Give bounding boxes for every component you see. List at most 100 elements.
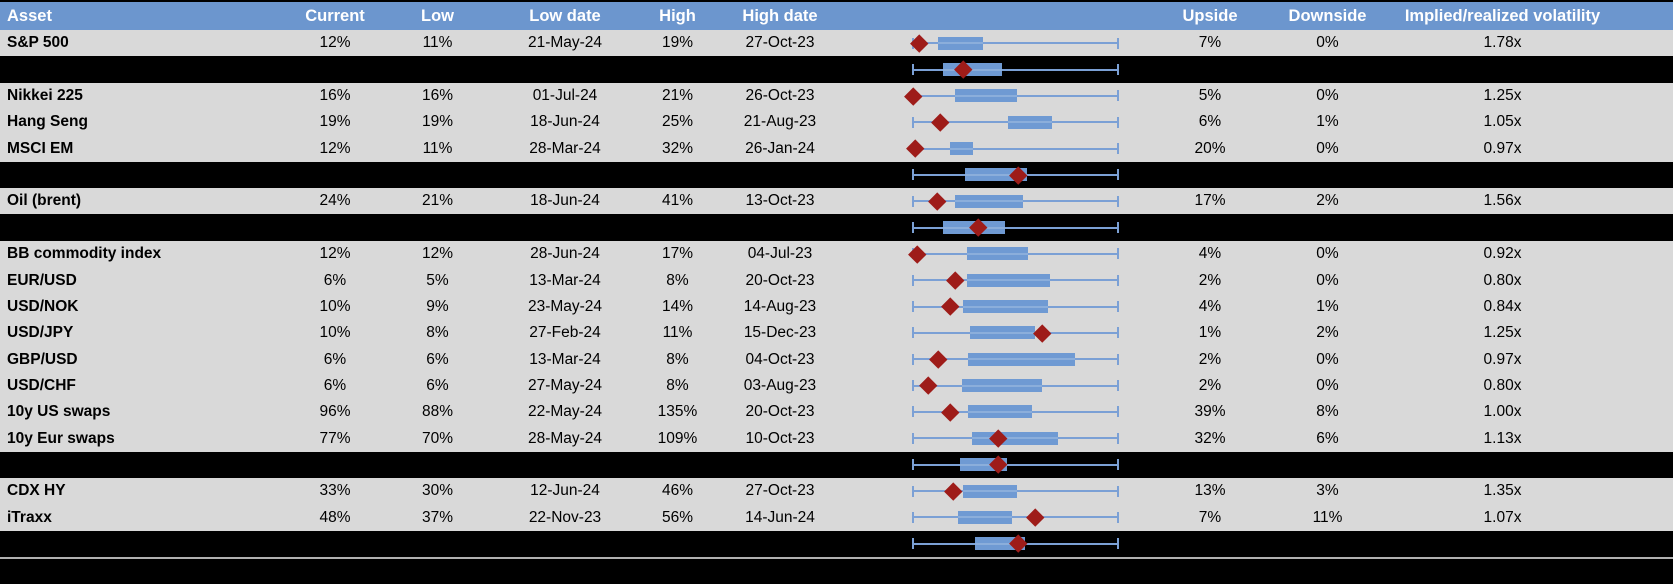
cell-low_date: 22-Nov-23 [528,508,602,526]
whisker-cap-left [912,327,914,339]
table-row: USD/CHF 6% 6% 27-May-24 8% 03-Aug-23 2% 0% 0.80x [0,372,1673,399]
cell-current: 77% [319,429,351,447]
cell-high_date: 26-Jan-24 [745,139,815,157]
table-body: S&P 500 12% 11% 21-May-24 19% 27-Oct-23 7% 0% 1.… [0,30,1673,557]
cell-low_date: 28-Jun-24 [530,245,600,263]
cell-asset: EUR/USD [7,271,77,289]
cell-implied_realized: 1.13x [1483,429,1522,447]
cell-current: 10% [319,297,351,315]
cell-high_date: 20-Oct-23 [745,271,815,289]
interquartile-box [961,379,1042,393]
separator-row [0,214,1673,241]
cell-current: 48% [319,508,351,526]
cell-high_date: 10-Oct-23 [745,429,815,447]
range-boxplot [850,425,1135,451]
cell-high_date: 15-Dec-23 [743,324,817,342]
cell-asset: iTraxx [7,508,52,526]
cell-low_date: 22-May-24 [527,403,603,421]
cell-low: 37% [421,508,454,526]
current-marker-diamond [941,403,959,421]
interquartile-box [949,142,974,156]
cell-downside: 0% [1316,271,1339,289]
column-header-upside: Upside [1182,6,1238,25]
interquartile-box [942,63,1002,77]
cell-upside: 7% [1198,508,1222,526]
cell-low: 30% [421,482,454,500]
interquartile-box [969,326,1035,340]
cell-downside: 2% [1316,192,1339,210]
table-row: 10y Eur swaps 77% 70% 28-May-24 109% 10-Oct-2… [0,425,1673,452]
whisker-cap-left [912,432,914,444]
range-boxplot [850,214,1135,240]
cell-asset: MSCI EM [7,139,74,157]
table-row: 10y US swaps 96% 88% 22-May-24 135% 20-Oct-23… [0,398,1673,426]
cell-high: 8% [666,376,689,394]
interquartile-box [972,431,1058,445]
whisker-cap-left [912,538,914,550]
cell-implied_realized: 0.97x [1483,139,1522,157]
cell-high_date: 14-Jun-24 [745,508,815,526]
cell-high: 19% [661,34,694,52]
cell-current: 6% [323,350,347,368]
current-marker-diamond [946,271,964,290]
cell-asset: Hang Seng [7,113,88,131]
cell-upside: 2% [1198,376,1222,394]
whisker-cap-right [1117,143,1119,155]
cell-high_date: 03-Aug-23 [743,376,817,394]
cell-low_date: 13-Mar-24 [529,350,601,368]
cell-downside: 1% [1316,297,1339,315]
cell-downside: 11% [1312,508,1343,526]
whisker-cap-right [1117,327,1119,339]
cell-implied_realized: 1.56x [1483,192,1522,210]
cell-asset: USD/JPY [7,324,74,342]
cell-implied_realized: 1.07x [1483,508,1522,526]
cell-low: 5% [426,271,449,289]
cell-downside: 0% [1316,376,1339,394]
cell-low: 6% [426,376,449,394]
cell-low_date: 18-Jun-24 [530,113,600,131]
cell-current: 24% [319,192,351,210]
range-boxplot [850,320,1135,346]
column-header-low_date: Low date [529,6,601,25]
cell-low: 16% [421,87,454,105]
cell-high: 41% [661,192,694,210]
cell-high: 8% [666,350,689,368]
cell-high_date: 21-Aug-23 [743,113,817,131]
range-boxplot [850,162,1135,188]
current-marker-diamond [1026,508,1044,527]
whisker-cap-right [1117,222,1119,234]
cell-high_date: 04-Jul-23 [747,245,813,263]
separator-row [0,56,1673,83]
cell-implied_realized: 1.00x [1483,403,1522,421]
cell-implied_realized: 1.25x [1483,87,1522,105]
cell-asset: GBP/USD [7,350,78,368]
cell-upside: 17% [1194,192,1226,210]
cell-upside: 1% [1198,324,1222,342]
range-boxplot [850,293,1135,319]
cell-high: 21% [661,87,694,105]
cell-high: 17% [661,245,694,263]
whisker-cap-left [912,511,914,523]
whisker-cap-right [1117,406,1119,418]
footer-black-band [0,558,1673,584]
interquartile-box [967,352,1075,366]
cell-current: 19% [319,113,351,131]
cell-implied_realized: 0.80x [1483,376,1522,394]
current-marker-diamond [944,482,962,500]
whisker-cap-right [1117,37,1119,49]
interquartile-box [955,89,1017,103]
whisker-cap-right [1117,195,1119,207]
cell-low: 19% [421,113,454,131]
footer-divider-line [0,556,1673,559]
cell-high_date: 20-Oct-23 [745,403,815,421]
whisker-cap-left [912,222,914,234]
cell-current: 12% [319,139,351,157]
current-marker-diamond [919,376,937,395]
current-marker-diamond [941,297,959,316]
cell-low_date: 12-Jun-24 [530,482,600,500]
range-boxplot [850,531,1135,557]
current-marker-diamond [928,192,946,211]
column-header-implied_realized: Implied/realized volatility [1404,6,1601,25]
range-boxplot [850,30,1135,56]
cell-high: 109% [657,429,698,447]
